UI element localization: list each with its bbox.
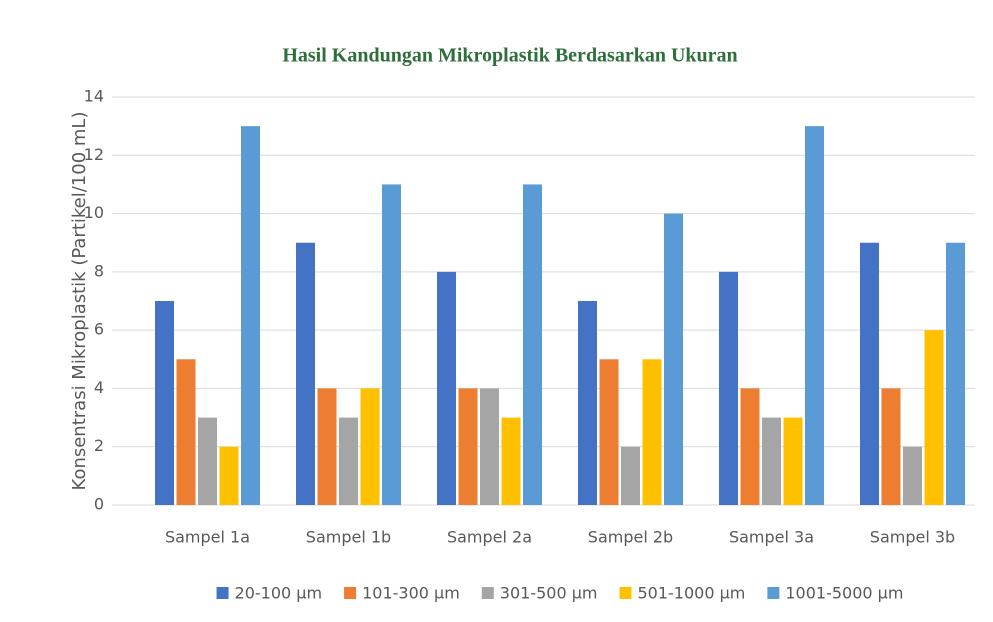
bar xyxy=(176,359,196,505)
bar xyxy=(719,271,738,505)
bar xyxy=(805,126,824,506)
legend-label: 101-300 µm xyxy=(362,584,460,603)
legend-label: 501-1000 µm xyxy=(637,584,745,603)
bar xyxy=(881,388,901,505)
bar xyxy=(501,417,521,505)
legend-swatch xyxy=(481,587,494,599)
bar xyxy=(783,417,803,505)
y-tick-label: 12 xyxy=(84,145,104,164)
bar xyxy=(762,417,781,505)
legend-swatch xyxy=(216,587,229,599)
y-tick-label: 4 xyxy=(94,378,104,397)
bar xyxy=(578,301,597,505)
y-tick-label: 10 xyxy=(84,203,104,222)
bar xyxy=(219,446,239,505)
legend-label: 1001-5000 µm xyxy=(785,584,903,603)
x-tick-label: Sampel 3a xyxy=(729,528,814,547)
y-tick-label: 14 xyxy=(84,87,104,106)
legend-label: 301-500 µm xyxy=(500,584,598,603)
bar xyxy=(339,417,358,505)
bar xyxy=(599,359,619,505)
y-axis-label: Konsentrasi Mikroplastik (Partikel/100 m… xyxy=(69,112,90,491)
legend-swatch xyxy=(619,587,632,599)
bar xyxy=(437,271,456,505)
bar xyxy=(241,126,260,506)
bar xyxy=(924,330,944,505)
y-tick-label: 0 xyxy=(94,495,104,514)
bar xyxy=(480,388,499,505)
y-tick-label: 2 xyxy=(94,436,104,455)
y-tick-label: 6 xyxy=(94,320,104,339)
bar xyxy=(740,388,760,505)
x-tick-label: Sampel 2a xyxy=(447,528,532,547)
bar xyxy=(382,184,401,505)
y-tick-label: 8 xyxy=(94,261,104,280)
bar xyxy=(523,184,542,505)
bar xyxy=(458,388,478,505)
bar xyxy=(360,388,380,505)
bar xyxy=(903,446,922,505)
chart-title: Hasil Kandungan Mikroplastik Berdasarkan… xyxy=(282,45,737,67)
bar xyxy=(664,213,683,506)
bar xyxy=(296,242,315,505)
bar xyxy=(317,388,337,505)
legend-swatch xyxy=(344,587,357,599)
bar xyxy=(642,359,662,505)
bar xyxy=(198,417,217,505)
x-tick-label: Sampel 1b xyxy=(306,528,391,547)
bar xyxy=(621,446,640,505)
x-tick-label: Sampel 1a xyxy=(165,528,250,547)
legend-label: 20-100 µm xyxy=(235,584,323,603)
x-tick-label: Sampel 2b xyxy=(588,528,673,547)
bar xyxy=(155,301,174,505)
bar xyxy=(860,242,879,505)
x-tick-label: Sampel 3b xyxy=(870,528,955,547)
bar xyxy=(946,242,965,505)
legend-swatch xyxy=(767,587,780,599)
